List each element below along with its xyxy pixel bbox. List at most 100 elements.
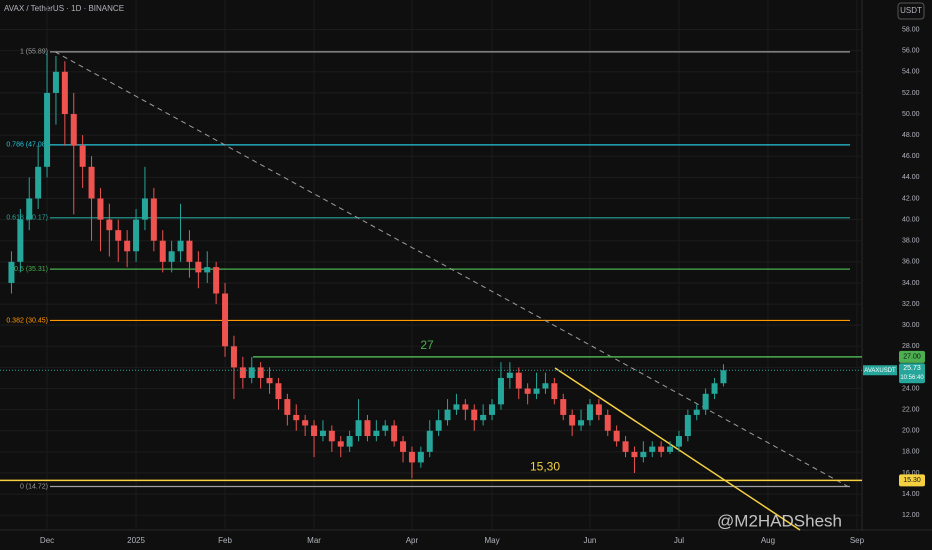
candle-body [106, 219, 113, 231]
axis-tag [899, 350, 925, 363]
candle-body [70, 114, 77, 146]
y-tick-label: 50.00 [902, 111, 920, 118]
y-tick-label: 30.00 [902, 322, 920, 329]
candle-body [542, 383, 549, 389]
symbol-tag [863, 365, 897, 376]
y-tick-label: 12.00 [902, 512, 920, 519]
x-tick-label: Jul [674, 536, 684, 545]
countdown-label: 10:56:40 [900, 375, 924, 381]
candle-body [444, 409, 451, 421]
y-tick-label: 58.00 [902, 26, 920, 33]
fib-label: 1 (55.89) [20, 49, 48, 56]
axis-tag [899, 474, 925, 487]
trendline [54, 51, 849, 487]
axis-tag-label: 27.00 [903, 354, 921, 361]
watermark: @M2HADShesh [717, 511, 842, 530]
candle-body [551, 383, 558, 400]
x-tick-label: Apr [406, 536, 419, 545]
candle-body [453, 404, 460, 410]
axis-tag-label: 15.30 [903, 477, 921, 484]
candle-body [8, 261, 15, 283]
candle-body [177, 240, 184, 252]
candle-body [124, 240, 131, 252]
fib-label: 0.786 (47.08) [6, 142, 48, 149]
candle-body [640, 451, 647, 458]
candle-body [435, 420, 442, 431]
y-tick-label: 40.00 [902, 216, 920, 223]
candle-body [373, 430, 380, 437]
y-tick-label: 24.00 [902, 385, 920, 392]
candle-body [346, 436, 353, 447]
candle-body [61, 71, 68, 115]
price-label: 25.73 [903, 365, 921, 372]
candle-body [506, 372, 513, 378]
x-tick-label: Dec [40, 536, 54, 545]
candle-body [364, 420, 371, 437]
candle-body [159, 240, 166, 262]
candle-body [275, 383, 282, 400]
candle-body [667, 446, 674, 452]
candle-body [711, 383, 718, 394]
y-tick-label: 46.00 [902, 153, 920, 160]
candle-body [355, 420, 362, 437]
candle-body [284, 399, 291, 415]
y-tick-label: 54.00 [902, 69, 920, 76]
y-tick-label: 44.00 [902, 174, 920, 181]
candle-body [462, 404, 469, 410]
x-tick-label: May [484, 536, 499, 545]
candle-body [230, 346, 237, 368]
currency: USDT [900, 6, 922, 15]
y-tick-label: 14.00 [902, 491, 920, 498]
y-tick-label: 20.00 [902, 428, 920, 435]
candle-body [417, 451, 424, 463]
candle-body [150, 198, 157, 241]
symbol-label: AVAXUSDT [864, 368, 896, 374]
candle-body [595, 404, 602, 415]
currency-box[interactable] [897, 2, 925, 20]
x-tick-label: Mar [307, 536, 321, 545]
fib-label: 0.5 (35.31) [14, 266, 48, 273]
candle-body [408, 451, 415, 463]
candle-body [400, 441, 407, 452]
candle-body [622, 441, 629, 452]
y-tick-label: 34.00 [902, 280, 920, 287]
x-tick-label: Aug [761, 536, 775, 545]
candle-body [257, 367, 264, 378]
candle-body [649, 446, 656, 452]
candle-body [489, 404, 496, 415]
candle-body [195, 261, 202, 273]
candle-body [631, 451, 638, 458]
candle-body [222, 293, 229, 347]
candle-body [604, 414, 611, 431]
y-tick-label: 42.00 [902, 195, 920, 202]
line-label: 15,30 [530, 460, 560, 474]
candle-body [337, 441, 344, 447]
candle-body [293, 414, 300, 421]
y-tick-label: 48.00 [902, 132, 920, 139]
x-tick-label: 2025 [127, 536, 145, 545]
candle-body [586, 404, 593, 421]
line-label: 27 [420, 338, 434, 352]
candle-body [533, 388, 540, 394]
candle-body [266, 377, 273, 384]
candle-body [524, 388, 531, 394]
y-tick-label: 38.00 [902, 238, 920, 245]
candle-body [239, 367, 246, 378]
candle-body [658, 446, 665, 452]
candle-body [168, 251, 175, 262]
y-tick-label: 22.00 [902, 406, 920, 413]
price-tag [899, 363, 925, 384]
fib-label: 0.382 (30.45) [6, 317, 48, 324]
candle-body [302, 420, 309, 426]
candle-body [26, 198, 33, 220]
x-tick-label: Feb [218, 536, 232, 545]
candle-body [426, 430, 433, 452]
candle-body [88, 166, 95, 199]
candle-body [97, 198, 104, 220]
y-tick-label: 18.00 [902, 449, 920, 456]
chart-title: AVAX / TetherUS · 1D · BINANCE [4, 4, 124, 13]
candle-body [675, 436, 682, 447]
